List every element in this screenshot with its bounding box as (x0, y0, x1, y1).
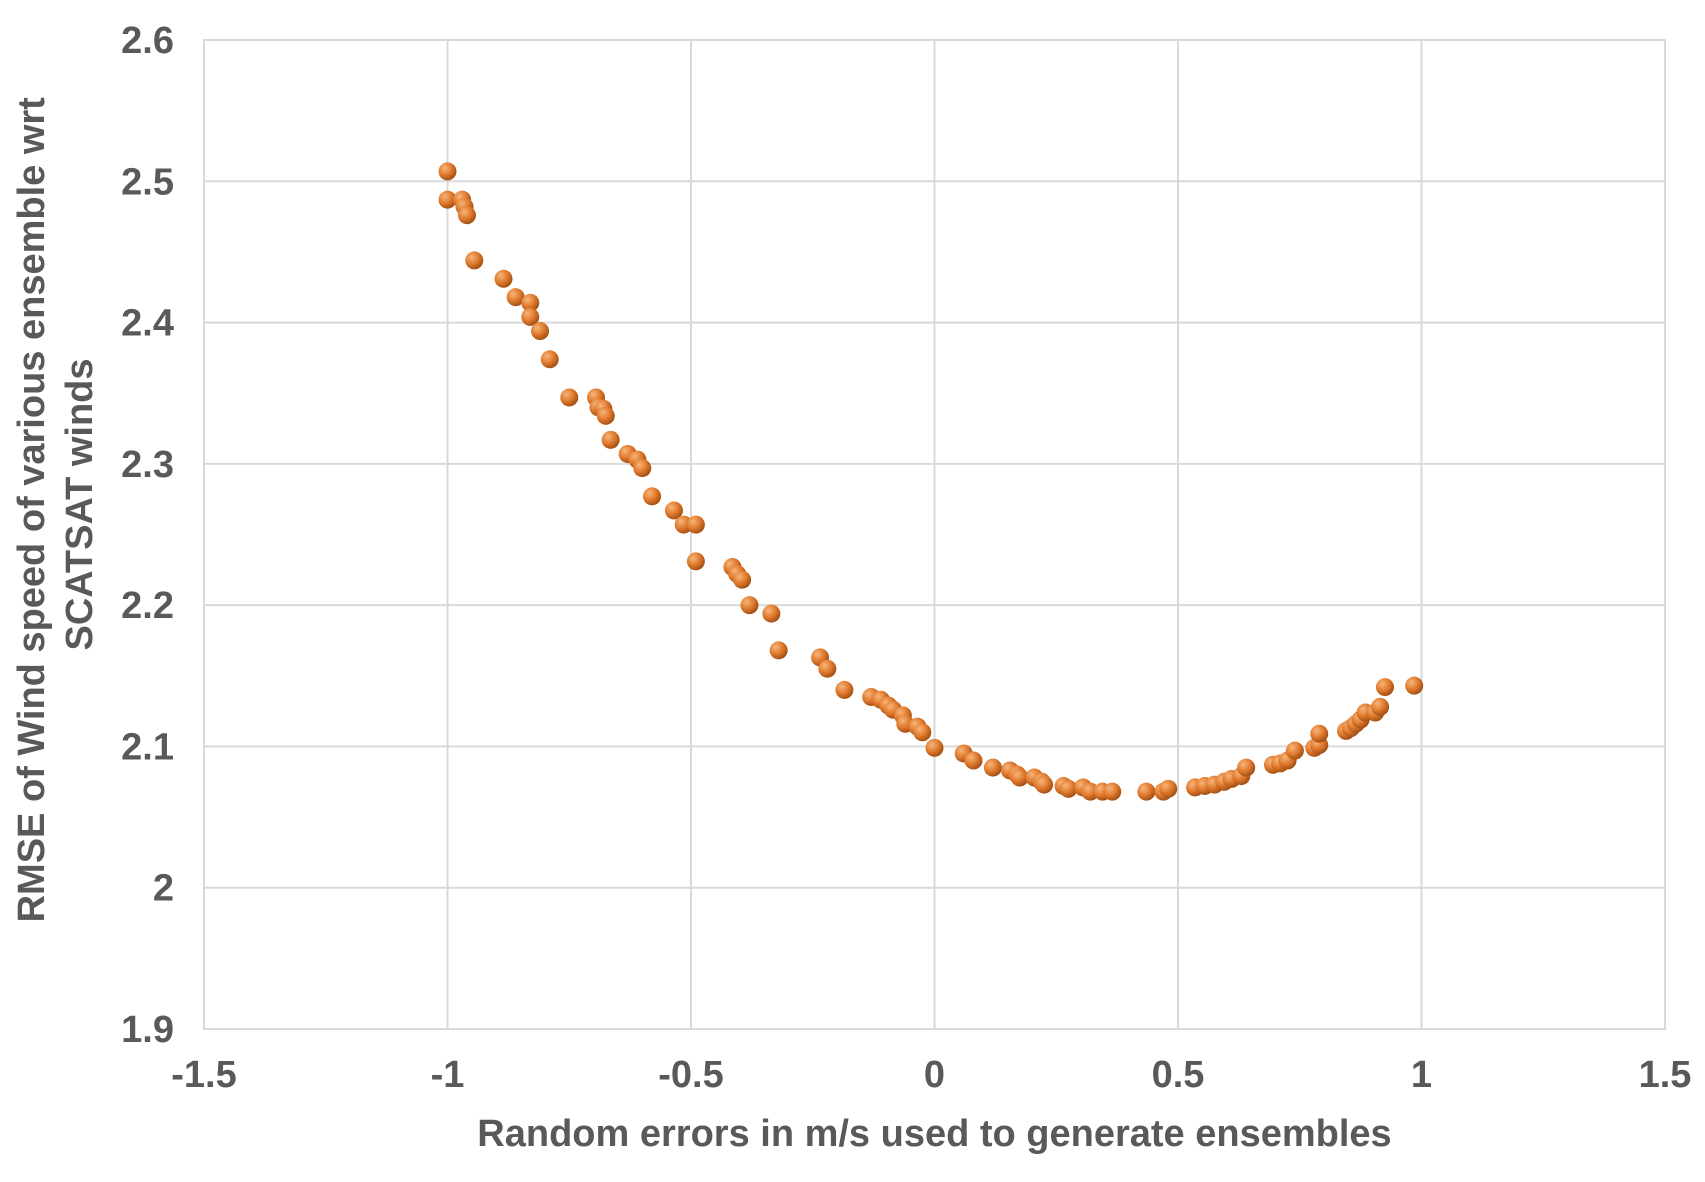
scatter-point (1059, 779, 1078, 798)
scatter-point (835, 680, 854, 699)
x-axis-title: Random errors in m/s used to generate en… (477, 1113, 1391, 1155)
scatter-point (1159, 779, 1178, 798)
x-tick-label: 1.5 (1639, 1054, 1692, 1096)
scatter-point (913, 723, 932, 742)
data-points (438, 162, 1424, 801)
scatter-point (1310, 724, 1329, 743)
scatter-point (1103, 782, 1122, 801)
y-tick-label: 2.5 (121, 161, 174, 203)
x-tick-label: -0.5 (658, 1054, 723, 1096)
scatter-point (1285, 741, 1304, 760)
scatter-point (818, 659, 837, 678)
x-tick-label: -1.5 (171, 1054, 236, 1096)
scatter-point (925, 738, 944, 757)
y-tick-label: 2 (153, 868, 174, 910)
scatter-point (596, 406, 615, 425)
y-tick-label: 2.1 (121, 726, 174, 768)
plot-area (203, 39, 1666, 1030)
scatter-point (560, 388, 579, 407)
scatter-point (438, 162, 457, 181)
scatter-point (457, 206, 476, 225)
scatter-point (540, 350, 559, 369)
scatter-point (1375, 678, 1394, 697)
scatter-point (465, 251, 484, 270)
scatter-point (438, 190, 457, 209)
y-tick-label: 2.6 (121, 20, 174, 62)
scatter-point (664, 501, 683, 520)
x-tick-label: 1 (1411, 1054, 1432, 1096)
scatter-point (983, 758, 1002, 777)
y-axis-title: RMSE of Wind speed of various ensemble w… (11, 87, 101, 923)
x-tick-label: 0 (924, 1054, 945, 1096)
scatter-point (1371, 697, 1390, 716)
y-tick-labels: 1.9 2 2.1 2.2 2.3 2.4 2.5 2.6 (121, 20, 174, 1051)
scatter-point (643, 487, 662, 506)
scatter-point (601, 430, 620, 449)
scatter-point (1035, 775, 1054, 794)
scatter-point (686, 552, 705, 571)
scatter-point (521, 307, 540, 326)
gridlines (203, 39, 1666, 1030)
y-tick-label: 2.3 (121, 444, 174, 486)
scatter-point (964, 751, 983, 770)
scatter-point (1405, 676, 1424, 695)
scatter-point (1237, 758, 1256, 777)
x-tick-label: 0.5 (1152, 1054, 1205, 1096)
scatter-point (506, 288, 525, 307)
scatter-point (769, 641, 788, 660)
scatter-point (494, 269, 513, 288)
scatter-point (531, 322, 550, 341)
scatter-point (1137, 782, 1156, 801)
scatter-point (521, 293, 540, 312)
scatter-point (1010, 768, 1029, 787)
y-tick-label: 2.2 (121, 585, 174, 627)
scatter-point (686, 515, 705, 534)
y-axis-title-line-2: SCATSAT winds (59, 358, 101, 650)
scatter-point (733, 570, 752, 589)
scatter-point (762, 604, 781, 623)
y-tick-label: 1.9 (121, 1009, 174, 1051)
y-axis-title-line-1: RMSE of Wind speed of various ensemble w… (11, 97, 53, 923)
scatter-point (633, 459, 652, 478)
x-tick-labels: -1.5 -1 -0.5 0 0.5 1 1.5 (171, 1054, 1691, 1096)
scatter-point (740, 596, 759, 615)
y-tick-label: 2.4 (121, 303, 174, 345)
x-tick-label: -1 (431, 1054, 465, 1096)
